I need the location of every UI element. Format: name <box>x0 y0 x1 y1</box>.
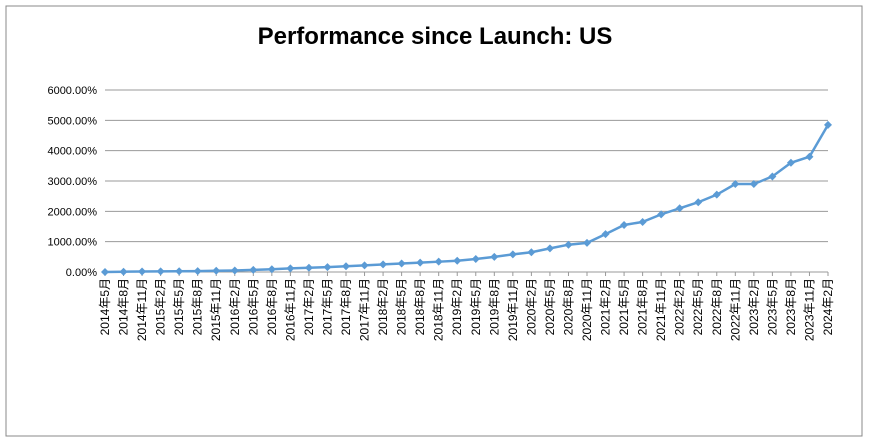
x-tick-label: 2018年11月 <box>432 278 446 341</box>
x-tick-label: 2018年8月 <box>413 278 427 335</box>
x-tick-label: 2021年8月 <box>636 278 650 335</box>
x-tick-label: 2023年11月 <box>802 278 816 341</box>
data-point <box>601 230 610 239</box>
x-tick-label: 2022年5月 <box>691 278 705 335</box>
data-point <box>212 266 221 275</box>
y-tick-label: 1000.00% <box>47 237 97 249</box>
x-tick-label: 2017年8月 <box>339 278 353 335</box>
y-tick-label: 4000.00% <box>47 146 97 158</box>
data-point <box>805 152 814 161</box>
data-point <box>638 217 647 226</box>
x-tick-label: 2015年8月 <box>191 278 205 335</box>
data-point <box>397 259 406 268</box>
y-tick-label: 2000.00% <box>47 206 97 218</box>
data-point <box>360 261 369 270</box>
data-point <box>323 263 332 272</box>
x-tick-label: 2015年5月 <box>172 278 186 335</box>
data-point <box>545 244 554 253</box>
data-point <box>101 268 109 276</box>
data-point <box>564 240 573 249</box>
x-tick-label: 2021年2月 <box>599 278 613 335</box>
data-point <box>749 180 758 189</box>
x-tick-label: 2018年5月 <box>395 278 409 335</box>
data-point <box>416 258 425 267</box>
series-line <box>104 124 830 274</box>
data-point <box>434 257 443 266</box>
x-tick-label: 2020年11月 <box>580 278 594 341</box>
data-point <box>193 267 202 276</box>
x-tick-label: 2016年5月 <box>246 278 260 335</box>
x-tick-label: 2016年2月 <box>228 278 242 335</box>
data-point <box>379 260 388 269</box>
x-tick-label: 2016年11月 <box>283 278 297 341</box>
data-point <box>675 204 684 213</box>
x-tick-label: 2020年5月 <box>543 278 557 335</box>
x-tick-label: 2020年2月 <box>524 278 538 335</box>
x-tick-label: 2021年11月 <box>654 278 668 341</box>
x-tick-label: 2022年11月 <box>728 278 742 341</box>
data-point <box>249 265 258 274</box>
x-tick-label: 2021年5月 <box>617 278 631 335</box>
data-point <box>694 198 703 207</box>
data-point <box>230 266 239 275</box>
data-point <box>267 265 276 274</box>
x-tick-label: 2017年5月 <box>320 278 334 335</box>
y-tick-label: 5000.00% <box>47 115 97 127</box>
data-point <box>490 252 499 261</box>
x-tick-label: 2023年5月 <box>765 278 779 335</box>
x-tick-label: 2022年8月 <box>710 278 724 335</box>
data-point <box>119 267 128 276</box>
data-point <box>453 256 462 265</box>
x-tick-label: 2015年11月 <box>209 278 223 341</box>
data-point <box>583 238 591 247</box>
data-point <box>824 120 832 129</box>
data-point <box>786 158 795 167</box>
data-point <box>731 180 740 189</box>
x-tick-label: 2016年8月 <box>265 278 279 335</box>
x-tick-label: 2019年5月 <box>469 278 483 335</box>
data-point <box>304 263 313 272</box>
x-tick-label: 2014年8月 <box>117 278 131 335</box>
x-tick-label: 2014年5月 <box>98 278 112 335</box>
x-tick-label: 2017年2月 <box>302 278 316 335</box>
data-point <box>527 248 536 257</box>
x-tick-label: 2024年2月 <box>821 278 835 335</box>
chart-border <box>5 5 863 437</box>
data-point <box>620 220 629 229</box>
x-tick-label: 2014年11月 <box>135 278 149 341</box>
y-tick-label: 3000.00% <box>47 176 97 188</box>
x-tick-label: 2018年2月 <box>376 278 390 335</box>
y-tick-label: 0.00% <box>66 267 97 279</box>
data-point <box>657 210 666 219</box>
x-tick-label: 2015年2月 <box>154 278 168 335</box>
data-point <box>286 264 295 273</box>
data-point <box>342 262 350 271</box>
data-point <box>175 267 184 276</box>
y-tick-label: 6000.00% <box>47 85 97 97</box>
x-tick-label: 2019年2月 <box>450 278 464 335</box>
x-tick-label: 2022年2月 <box>673 278 687 335</box>
x-tick-label: 2019年8月 <box>487 278 501 335</box>
x-tick-label: 2020年8月 <box>561 278 575 335</box>
chart-title: Performance since Launch: US <box>258 23 613 50</box>
data-point <box>156 267 165 276</box>
data-point <box>712 190 721 199</box>
data-point <box>768 172 777 181</box>
x-tick-label: 2019年11月 <box>506 278 520 341</box>
data-point <box>508 250 517 259</box>
x-tick-label: 2023年2月 <box>747 278 761 335</box>
data-point <box>471 254 480 263</box>
x-tick-label: 2017年11月 <box>358 278 372 341</box>
x-tick-label: 2023年8月 <box>784 278 798 335</box>
data-point <box>138 267 147 276</box>
